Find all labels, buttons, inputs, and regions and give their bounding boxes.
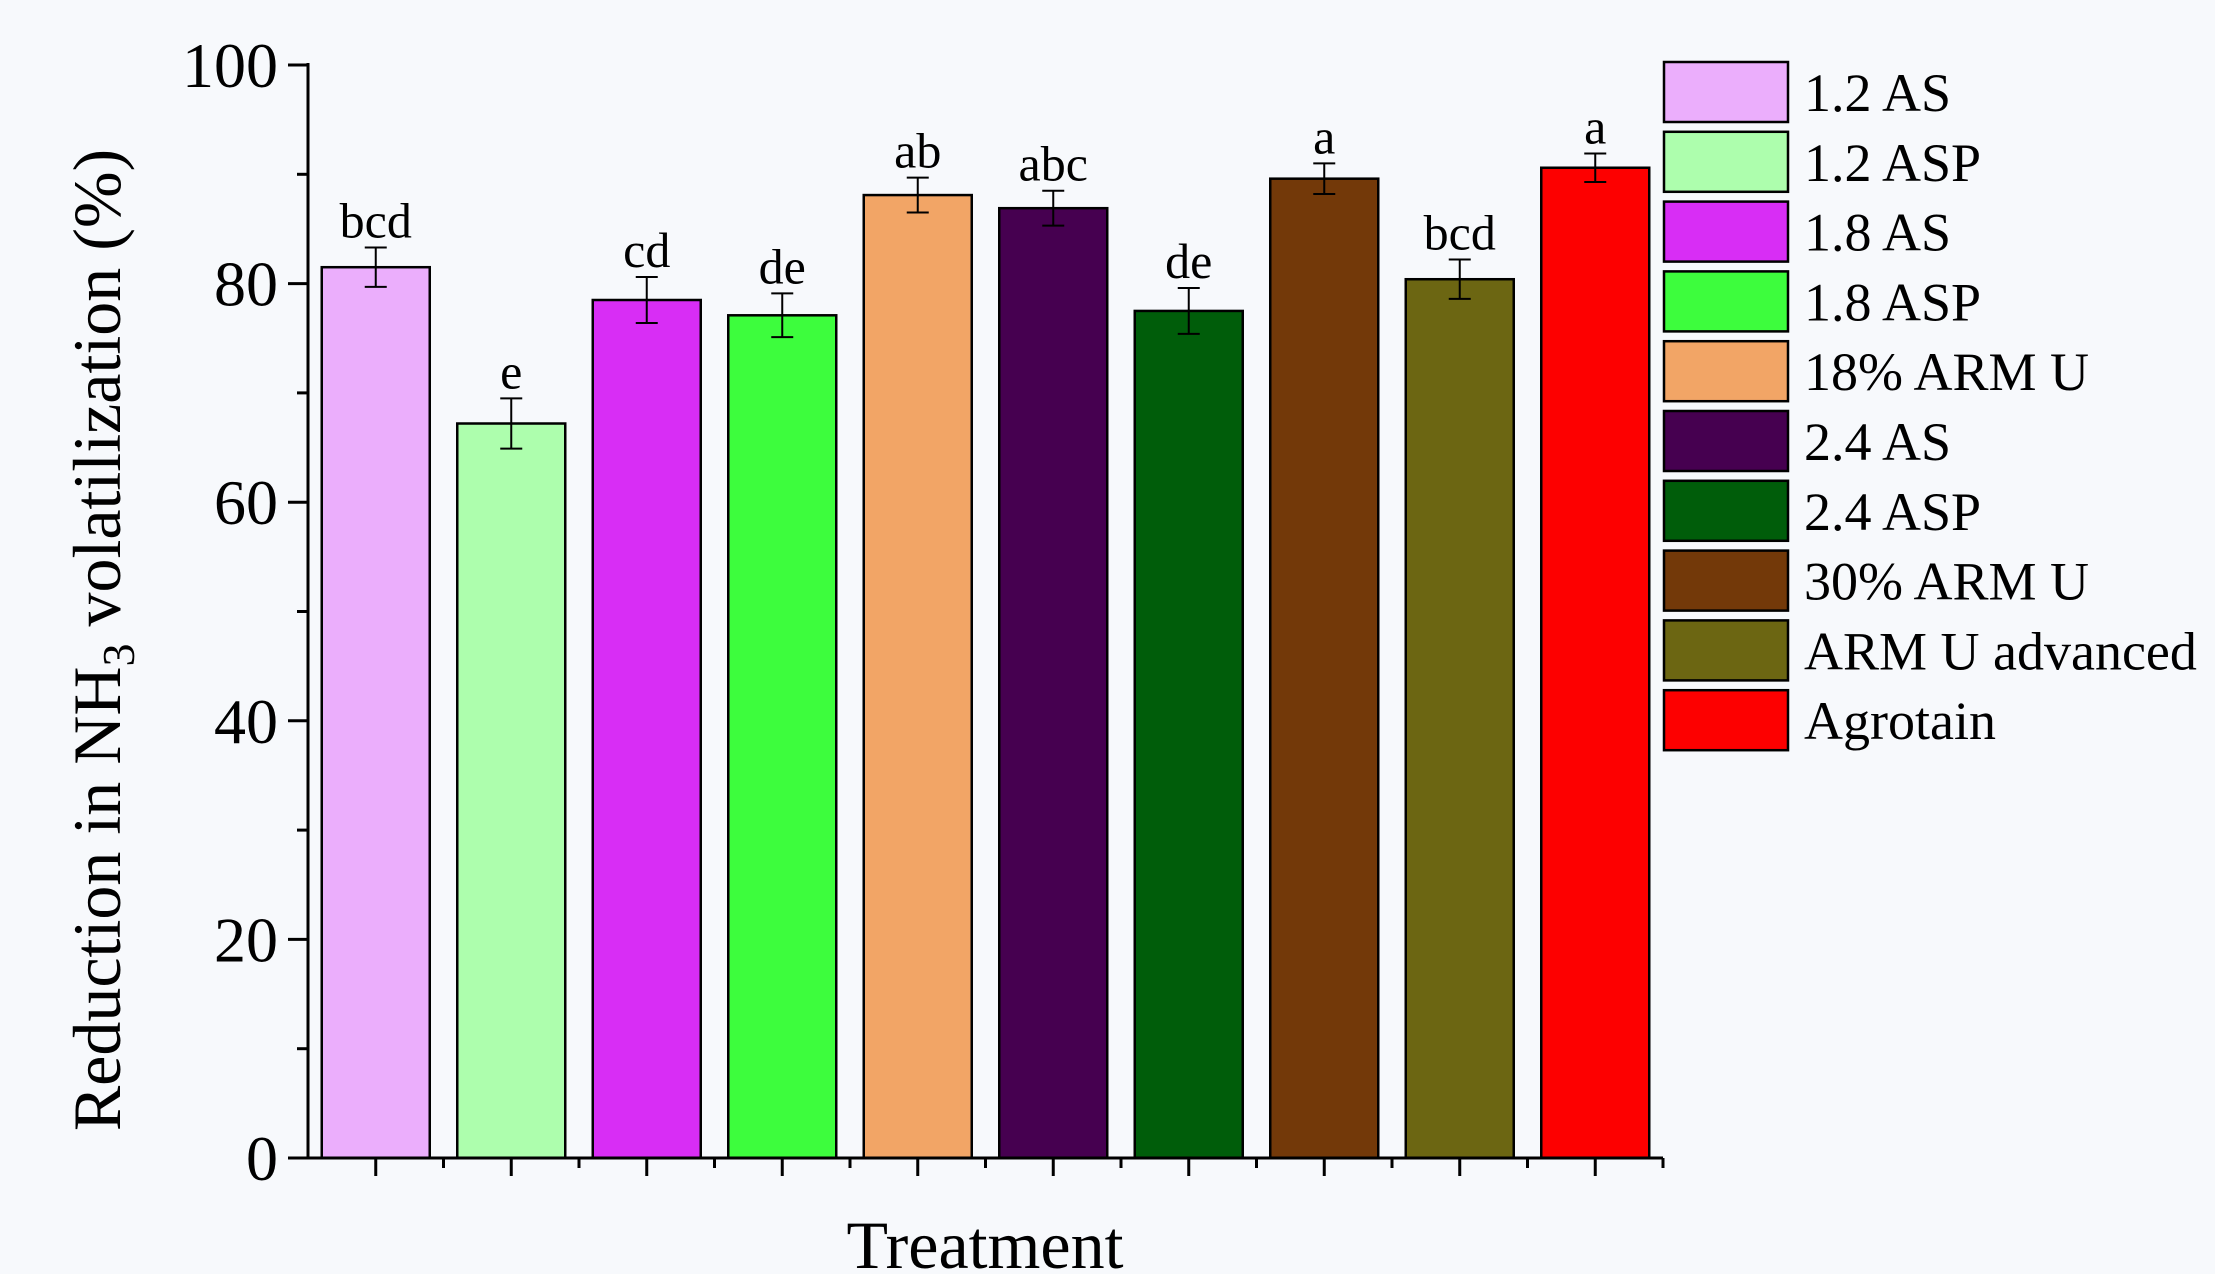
legend-swatch (1662, 270, 1790, 333)
legend-swatch (1662, 339, 1790, 403)
bar (998, 206, 1109, 1160)
legend-swatch (1662, 60, 1790, 124)
bar (320, 265, 431, 1160)
bar (1133, 309, 1244, 1160)
y-tick-label: 20 (214, 904, 278, 975)
legend-label: 2.4 ASP (1804, 482, 1981, 542)
legend-label: 1.2 AS (1804, 63, 1951, 123)
y-tick-label: 100 (182, 30, 278, 101)
bar (1540, 166, 1651, 1160)
axes-layer: 0 20 40 60 80 100 (182, 30, 1665, 1194)
x-axis-title: Treatment (846, 1207, 1123, 1274)
significance-letter: ab (894, 123, 941, 179)
legend-label: 1.8 ASP (1804, 272, 1981, 332)
significance-letter: bcd (340, 193, 412, 249)
legend-label: 1.8 AS (1804, 203, 1951, 263)
legend-swatch (1662, 479, 1790, 543)
bar (591, 298, 702, 1160)
y-tick-label: 40 (214, 686, 278, 757)
bar (727, 314, 838, 1160)
legend-label: 30% ARM U (1804, 552, 2089, 612)
y-tick-label: 80 (214, 249, 278, 320)
legend-label: Agrotain (1804, 691, 1996, 751)
legend-label: ARM U advanced (1804, 621, 2197, 681)
y-tick-label: 0 (246, 1123, 278, 1194)
bar (456, 422, 567, 1160)
y-tick-label: 60 (214, 467, 278, 538)
legend-label: 1.2 ASP (1804, 133, 1981, 193)
legend-label: 2.4 AS (1804, 412, 1951, 472)
legend-swatch (1662, 200, 1790, 263)
legend-swatch (1662, 130, 1790, 194)
significance-letter: de (759, 238, 806, 294)
bars-layer: bcd e cd de ab abc de a bcd a (320, 99, 1651, 1160)
significance-letter: e (500, 343, 522, 399)
significance-letter: abc (1019, 136, 1088, 192)
legend-swatch (1662, 409, 1790, 473)
significance-letter: cd (623, 222, 670, 278)
legend: 1.2 AS 1.2 ASP 1.8 AS 1.8 ASP 18% ARM U 2.4 A… (1662, 60, 2197, 752)
bar (1269, 177, 1380, 1160)
legend-swatch (1662, 688, 1790, 752)
significance-letter: de (1165, 233, 1212, 289)
bar (1404, 277, 1515, 1160)
legend-swatch (1662, 549, 1790, 612)
legend-swatch (1662, 619, 1790, 682)
y-axis-title: Reduction in NH3 volatilization (%) (59, 149, 144, 1131)
legend-label: 18% ARM U (1804, 342, 2089, 402)
significance-letter: bcd (1424, 205, 1496, 261)
significance-letter: a (1584, 99, 1606, 155)
bar (862, 193, 973, 1160)
significance-letter: a (1313, 108, 1335, 164)
